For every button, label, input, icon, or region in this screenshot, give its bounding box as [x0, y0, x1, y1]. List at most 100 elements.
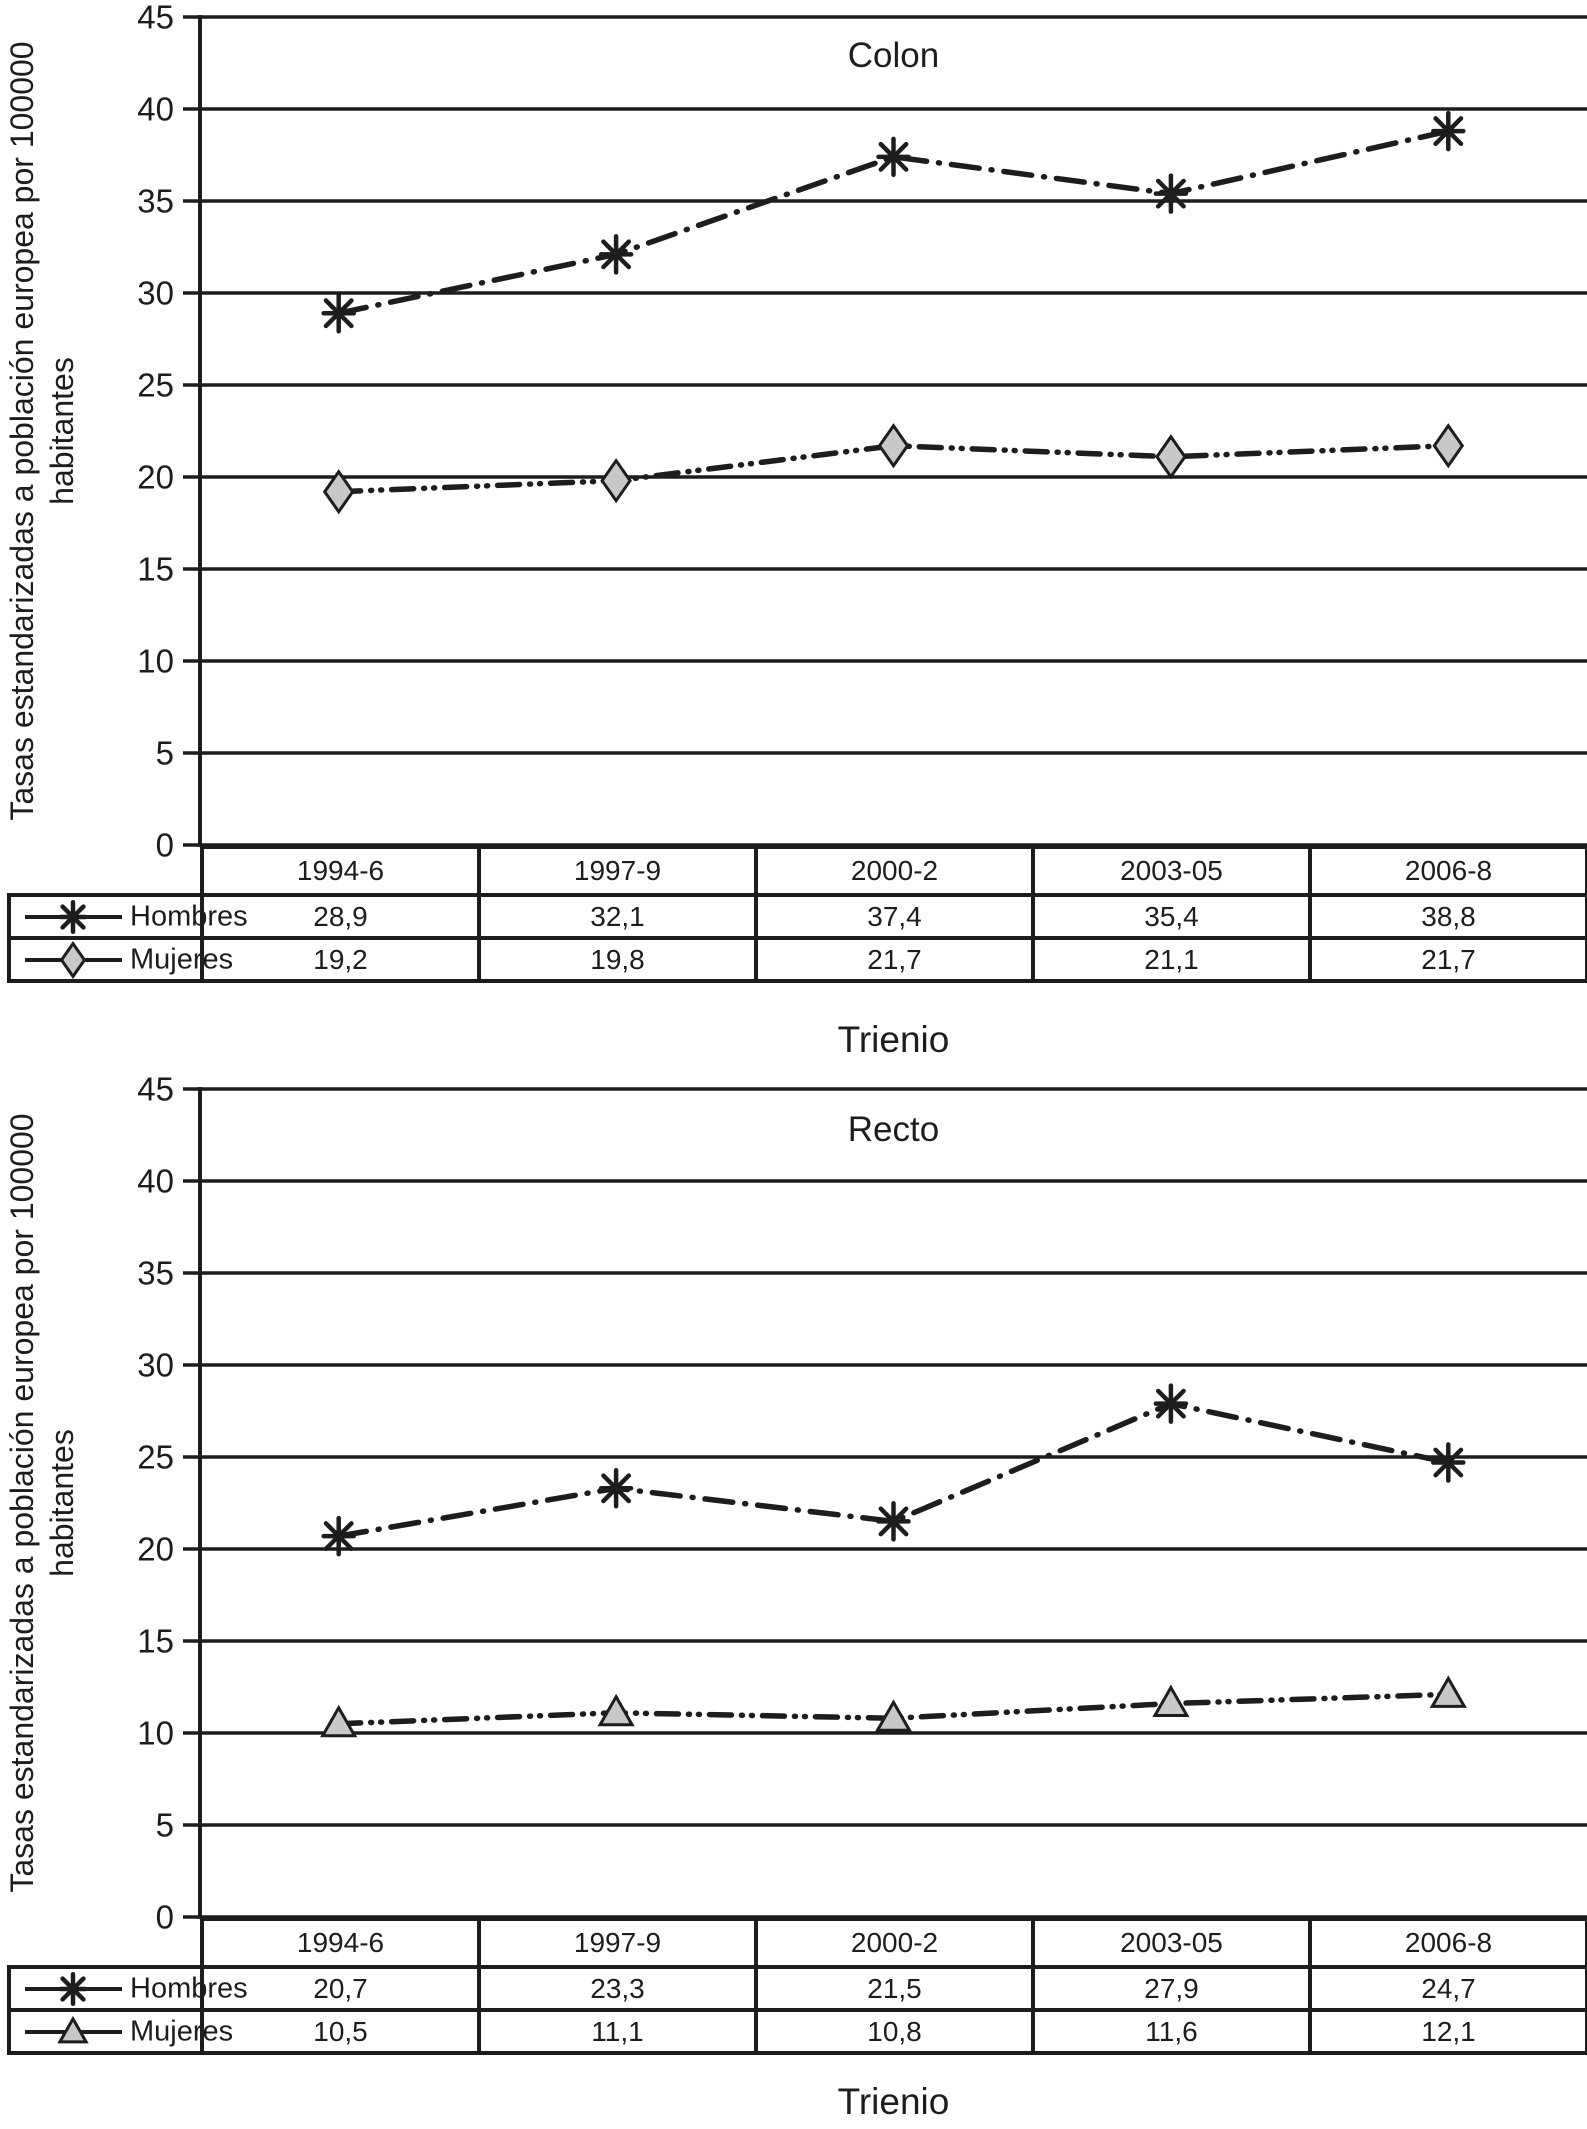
table-value-cell: 24,7: [1308, 1965, 1587, 2012]
x-axis-title: Trienio: [837, 1019, 950, 1060]
asterisk-legend-marker: [58, 1971, 88, 2006]
asterisk-marker: [876, 136, 911, 178]
legend-header-blank: [9, 1919, 204, 1969]
y-tick-label: 40: [137, 1163, 174, 1200]
asterisk-marker: [1153, 1383, 1189, 1424]
table-value-cell: 11,1: [477, 2008, 758, 2055]
table-value-cell: 21,7: [1308, 936, 1587, 983]
asterisk-legend-marker: [58, 899, 88, 934]
triangle-marker: [320, 1704, 358, 1738]
y-tick-label: 5: [156, 1807, 174, 1844]
series-name: Hombres: [130, 1972, 248, 2004]
y-tick-label: 5: [156, 735, 174, 772]
series-line-hombres: [335, 128, 1452, 316]
data-table-recto: 1994-6 1997-9 2000-2 2003-05 2006-8 Hombres 20…: [7, 1917, 1587, 2055]
table-value-cell: 10,5: [200, 2008, 481, 2055]
y-tick-label: 30: [137, 275, 174, 312]
y-axis-label: Tasas estandarizadas a población europea…: [4, 41, 80, 821]
asterisk-legend-key-icon: [25, 1971, 122, 2006]
table-header-cell: 1994-6: [200, 845, 481, 897]
table-header-cell: 2003-05: [1031, 1917, 1312, 1969]
triangle-marker: [874, 1699, 913, 1732]
y-tick-label: 15: [137, 1623, 174, 1660]
y-tick-label: 30: [137, 1347, 174, 1384]
table-header-cell: 1994-6: [200, 1917, 481, 1969]
table-value-cell: 20,7: [200, 1965, 481, 2012]
y-tick-label: 10: [137, 643, 174, 680]
asterisk-marker: [321, 292, 356, 334]
y-tick-label: 40: [137, 91, 174, 128]
table-value-cell: 37,4: [754, 893, 1035, 940]
x-axis-title: Trienio: [837, 2081, 950, 2122]
asterisk-marker: [1431, 110, 1466, 152]
diamond-legend-marker: [59, 940, 87, 979]
legend-cell: Mujeres: [7, 936, 233, 983]
legend-cell: Hombres: [7, 1965, 248, 2012]
data-table-colon: 1994-6 1997-9 2000-2 2003-05 2006-8 Hombres 28…: [7, 845, 1587, 983]
asterisk-marker: [598, 234, 634, 275]
series-name: Mujeres: [130, 943, 234, 975]
table-value-cell: 10,8: [754, 2008, 1035, 2055]
y-tick-label: 15: [137, 551, 174, 588]
y-tick-label: 35: [137, 1255, 174, 1292]
asterisk-marker: [1431, 1442, 1466, 1483]
y-tick-label: 35: [137, 183, 174, 220]
triangle-marker: [1152, 1684, 1190, 1718]
series-name: Hombres: [130, 900, 248, 932]
table-value-cell: 21,7: [754, 936, 1035, 983]
table-value-cell: 12,1: [1308, 2008, 1587, 2055]
y-tick-label: 20: [137, 1531, 174, 1568]
table-value-cell: 38,8: [1308, 893, 1587, 940]
triangle-legend-key-icon: [25, 2015, 122, 2043]
table-value-cell: 21,1: [1031, 936, 1312, 983]
y-axis-label: Tasas estandarizadas a población europea…: [4, 1113, 80, 1893]
table-header-cell: 2003-05: [1031, 845, 1312, 897]
triangle-marker: [597, 1693, 635, 1727]
y-tick-label: 25: [137, 367, 174, 404]
diamond-marker: [1432, 423, 1465, 469]
asterisk-marker: [876, 1501, 911, 1542]
asterisk-marker: [321, 1515, 356, 1557]
data-table: 1994-6 1997-9 2000-2 2003-05 2006-8 Hombres 28…: [7, 845, 1587, 983]
legend-header-blank: [9, 847, 204, 897]
chart-title: Colon: [847, 36, 940, 75]
table-header-cell: 1997-9: [477, 845, 758, 897]
y-tick-label: 45: [137, 0, 174, 36]
series-line-hombres: [335, 1400, 1452, 1539]
y-tick-label: 45: [137, 1072, 174, 1108]
triangle-legend-marker: [57, 2015, 89, 2043]
table-header-cell: 2006-8: [1308, 1917, 1587, 1969]
series-line-mujeres: [335, 442, 1452, 495]
diamond-marker: [600, 458, 632, 504]
table-value-cell: 27,9: [1031, 1965, 1312, 2012]
y-tick-label: 25: [137, 1439, 174, 1476]
triangle-marker: [1429, 1675, 1467, 1708]
diamond-legend-key-icon: [25, 940, 122, 979]
table-value-cell: 19,8: [477, 936, 758, 983]
y-tick-label: 20: [137, 459, 174, 496]
table-value-cell: 19,2: [200, 936, 481, 983]
legend-cell: Mujeres: [7, 2008, 233, 2055]
diamond-marker: [322, 469, 355, 515]
table-header-cell: 2006-8: [1308, 845, 1587, 897]
chart-title: Recto: [847, 1110, 940, 1149]
table-value-cell: 11,6: [1031, 2008, 1312, 2055]
asterisk-marker: [1153, 173, 1189, 214]
data-table: 1994-6 1997-9 2000-2 2003-05 2006-8 Hombres 20…: [7, 1917, 1587, 2055]
diamond-marker: [877, 423, 910, 469]
table-header-cell: 2000-2: [754, 845, 1035, 897]
table-value-cell: 28,9: [200, 893, 481, 940]
series-name: Mujeres: [130, 2015, 234, 2047]
y-tick-label: 10: [137, 1715, 174, 1752]
series-line-mujeres: [335, 1691, 1452, 1727]
table-header-cell: 2000-2: [754, 1917, 1035, 1969]
table-header-cell: 1997-9: [477, 1917, 758, 1969]
table-value-cell: 32,1: [477, 893, 758, 940]
table-value-cell: 35,4: [1031, 893, 1312, 940]
legend-cell: Hombres: [7, 893, 248, 940]
table-value-cell: 23,3: [477, 1965, 758, 2012]
table-value-cell: 21,5: [754, 1965, 1035, 2012]
